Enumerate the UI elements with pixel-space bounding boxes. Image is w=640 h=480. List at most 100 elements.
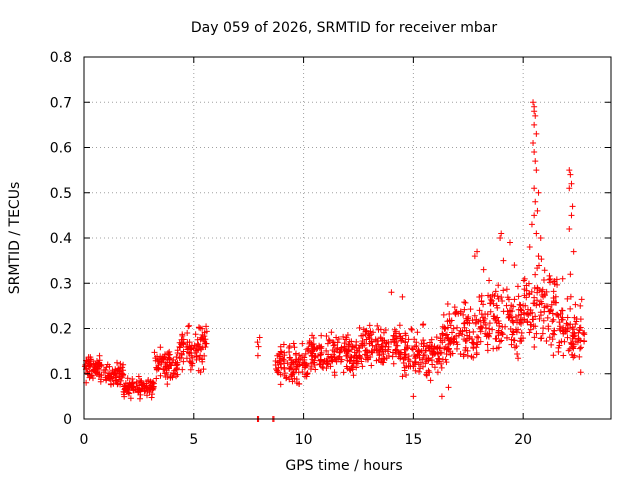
data-point bbox=[464, 352, 471, 359]
data-point bbox=[564, 325, 571, 332]
data-point bbox=[495, 282, 502, 289]
data-point bbox=[470, 354, 477, 361]
data-point bbox=[180, 358, 187, 365]
data-point bbox=[480, 266, 487, 273]
data-point bbox=[140, 380, 147, 387]
data-point bbox=[397, 355, 404, 362]
data-point bbox=[121, 383, 128, 390]
data-point bbox=[348, 364, 355, 371]
data-point bbox=[451, 338, 458, 345]
data-point bbox=[443, 350, 450, 357]
data-point bbox=[522, 302, 529, 309]
data-point bbox=[470, 344, 477, 351]
data-point bbox=[133, 380, 140, 387]
data-point bbox=[124, 389, 131, 396]
data-point bbox=[323, 347, 330, 354]
data-point bbox=[289, 371, 296, 378]
data-point bbox=[392, 346, 399, 353]
data-point bbox=[565, 347, 572, 354]
data-point bbox=[531, 149, 538, 156]
data-point bbox=[438, 393, 445, 400]
data-point bbox=[504, 334, 511, 341]
data-point bbox=[180, 348, 187, 355]
data-point bbox=[120, 361, 127, 368]
data-point bbox=[514, 283, 521, 290]
data-point bbox=[474, 248, 481, 255]
data-point bbox=[524, 319, 531, 326]
data-point bbox=[413, 343, 420, 350]
data-point bbox=[412, 367, 419, 374]
data-point bbox=[291, 375, 298, 382]
data-point bbox=[471, 312, 478, 319]
chart-title: Day 059 of 2026, SRMTID for receiver mba… bbox=[191, 20, 498, 36]
data-point bbox=[324, 361, 331, 368]
data-point bbox=[551, 331, 558, 338]
x-tick-label: 10 bbox=[295, 432, 313, 448]
data-point bbox=[571, 332, 578, 339]
data-point bbox=[498, 294, 505, 301]
data-point bbox=[420, 352, 427, 359]
data-point bbox=[310, 359, 317, 366]
data-point bbox=[277, 343, 284, 350]
data-point bbox=[324, 340, 331, 347]
data-point bbox=[544, 314, 551, 321]
data-point bbox=[467, 306, 474, 313]
data-point bbox=[462, 299, 469, 306]
data-point bbox=[189, 354, 196, 361]
data-point bbox=[569, 344, 576, 351]
data-point bbox=[117, 381, 124, 388]
y-axis-label: SRMTID / TECUs bbox=[7, 182, 23, 295]
data-point bbox=[445, 384, 452, 391]
data-point bbox=[540, 317, 547, 324]
data-point bbox=[149, 391, 156, 398]
data-point bbox=[414, 329, 421, 336]
data-point bbox=[477, 317, 484, 324]
data-point bbox=[402, 346, 409, 353]
data-point bbox=[277, 381, 284, 388]
data-point bbox=[412, 355, 419, 362]
data-point bbox=[124, 375, 131, 382]
data-point bbox=[134, 384, 141, 391]
data-point bbox=[203, 323, 210, 330]
axis-ticks: 0 0.1 0.2 0.3 0.4 0.5 0.6 0.7 0.8 0 5 10 15 20 bbox=[50, 50, 611, 448]
data-point bbox=[335, 336, 342, 343]
data-point bbox=[340, 333, 347, 340]
data-point bbox=[416, 368, 423, 375]
data-point bbox=[510, 319, 517, 326]
data-point bbox=[546, 308, 553, 315]
data-point bbox=[184, 329, 191, 336]
data-point bbox=[126, 390, 133, 397]
data-point bbox=[559, 275, 566, 282]
data-point bbox=[157, 353, 164, 360]
data-point bbox=[494, 293, 501, 300]
data-point bbox=[429, 350, 436, 357]
data-point bbox=[558, 307, 565, 314]
y-tick-label: 0.6 bbox=[50, 141, 72, 157]
data-point bbox=[380, 329, 387, 336]
data-point bbox=[420, 363, 427, 370]
data-point bbox=[402, 332, 409, 339]
data-point bbox=[558, 316, 565, 323]
data-point bbox=[281, 372, 288, 379]
data-point bbox=[419, 356, 426, 363]
data-point bbox=[200, 366, 207, 373]
data-point bbox=[299, 359, 306, 366]
data-point bbox=[179, 332, 186, 339]
data-point bbox=[103, 364, 110, 371]
data-point bbox=[308, 352, 315, 359]
data-point bbox=[452, 310, 459, 317]
data-point bbox=[254, 339, 261, 346]
data-point bbox=[529, 309, 536, 316]
data-point bbox=[369, 349, 376, 356]
data-point bbox=[531, 343, 538, 350]
data-point bbox=[493, 335, 500, 342]
data-point bbox=[377, 326, 384, 333]
data-point bbox=[97, 378, 104, 385]
data-point bbox=[193, 356, 200, 363]
data-point bbox=[408, 345, 415, 352]
data-point bbox=[490, 345, 497, 352]
data-point bbox=[281, 349, 288, 356]
data-point bbox=[459, 331, 466, 338]
data-point bbox=[201, 352, 208, 359]
data-point bbox=[349, 360, 356, 367]
